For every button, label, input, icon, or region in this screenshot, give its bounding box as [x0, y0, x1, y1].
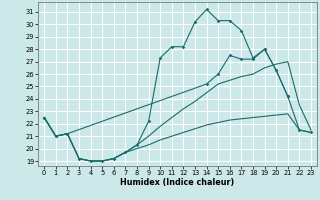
X-axis label: Humidex (Indice chaleur): Humidex (Indice chaleur)	[120, 178, 235, 187]
